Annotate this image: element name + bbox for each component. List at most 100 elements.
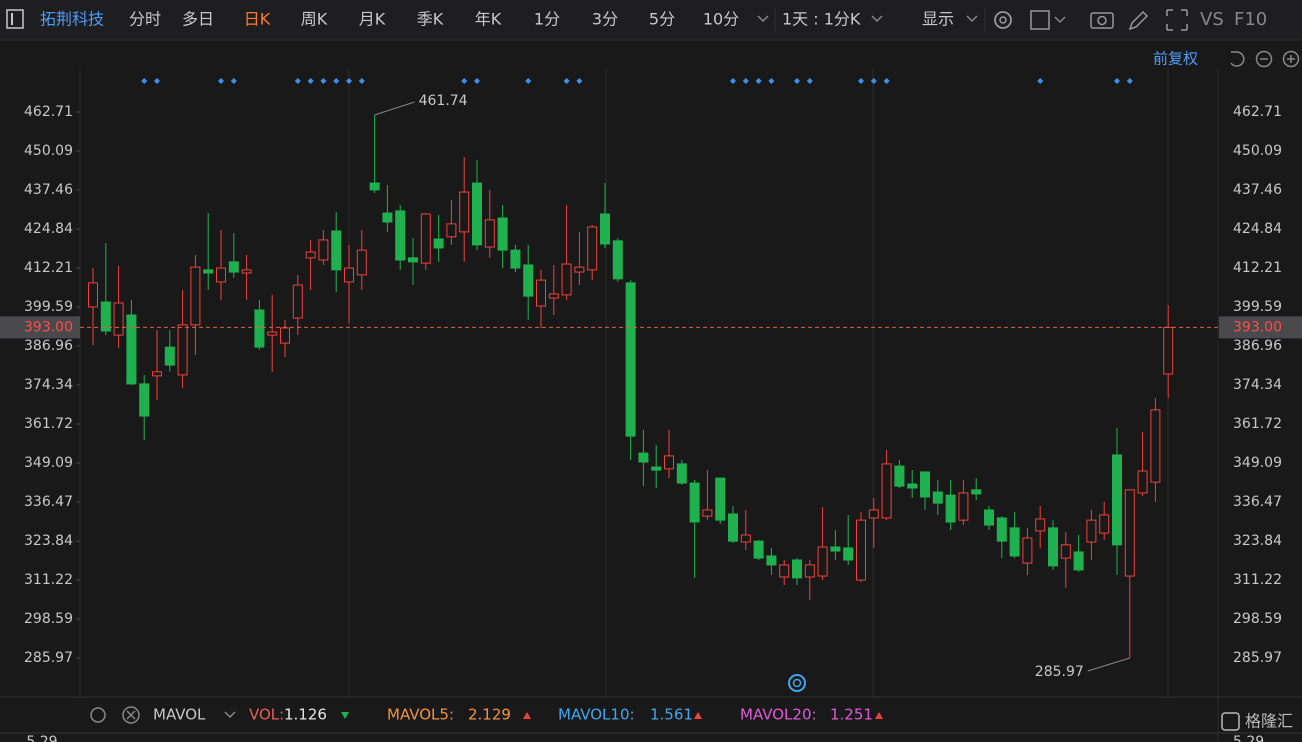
- camera-icon[interactable]: [1090, 12, 1114, 29]
- candle-body: [548, 293, 559, 299]
- chevron: [224, 711, 236, 719]
- layout-icon[interactable]: [1030, 10, 1050, 30]
- stock-name[interactable]: 拓荆科技: [40, 10, 104, 29]
- period-tab[interactable]: 1分: [534, 10, 560, 29]
- period-tab[interactable]: 日K: [244, 10, 271, 29]
- event-marker[interactable]: [794, 78, 800, 84]
- chevron: [1054, 16, 1066, 24]
- candle-body: [305, 251, 316, 259]
- y-tick-label: 462.71: [24, 104, 73, 120]
- period-select[interactable]: 1天 : 1分K: [782, 10, 861, 29]
- event-marker[interactable]: [858, 78, 864, 84]
- event-marker[interactable]: [870, 78, 877, 84]
- candle-body: [1086, 519, 1097, 543]
- candle-body: [1163, 326, 1174, 375]
- event-marker[interactable]: [320, 78, 327, 84]
- candle-body: [753, 540, 764, 559]
- vs-button[interactable]: VS: [1200, 9, 1224, 30]
- event-marker[interactable]: [806, 78, 813, 84]
- y2-tick-label: 298.59: [1233, 611, 1282, 627]
- locate-icon[interactable]: [788, 674, 806, 692]
- event-marker[interactable]: [755, 78, 762, 84]
- candle-body: [843, 547, 854, 561]
- candle-body: [1150, 409, 1161, 483]
- event-marker[interactable]: [576, 78, 583, 84]
- period-tab[interactable]: 分时: [129, 10, 161, 29]
- event-marker[interactable]: [1126, 78, 1133, 84]
- event-marker[interactable]: [307, 78, 314, 84]
- reset-icon[interactable]: [1230, 51, 1245, 67]
- candle-body: [868, 509, 879, 519]
- chevron: [966, 15, 978, 23]
- y2-tick-label: 361.72: [1233, 416, 1282, 432]
- high-annotation: 461.74: [419, 93, 468, 109]
- period-tab[interactable]: 多日: [182, 10, 214, 29]
- event-marker[interactable]: [730, 78, 736, 84]
- y-tick-label: 424.84: [24, 221, 73, 237]
- period-tab[interactable]: 月K: [359, 10, 386, 29]
- zoom-out-icon[interactable]: [1255, 50, 1273, 68]
- candle-body: [446, 223, 457, 238]
- locate-icon-core: [792, 678, 802, 688]
- draw-icon[interactable]: [1128, 10, 1149, 31]
- candle-body: [702, 509, 713, 517]
- candle-body: [292, 284, 303, 319]
- candle-body: [958, 492, 969, 521]
- y2-tick-label: 450.09: [1233, 143, 1282, 159]
- candle-body: [881, 463, 892, 519]
- event-marker[interactable]: [154, 78, 160, 84]
- candle-body: [715, 477, 726, 521]
- menu-icon[interactable]: [6, 9, 24, 29]
- event-marker[interactable]: [768, 78, 775, 84]
- event-marker[interactable]: [358, 78, 365, 84]
- y-tick-label: 349.09: [24, 455, 73, 471]
- period-tab[interactable]: 10分: [703, 10, 739, 29]
- period-tab[interactable]: 5分: [649, 10, 675, 29]
- candle-body: [228, 261, 239, 273]
- event-marker[interactable]: [563, 78, 570, 84]
- event-marker[interactable]: [883, 78, 890, 84]
- period-tab[interactable]: 年K: [475, 10, 502, 29]
- y-tick-label: 437.46: [24, 182, 73, 198]
- f10-button[interactable]: F10: [1234, 9, 1267, 30]
- candle-body: [1060, 544, 1071, 559]
- annotation-leader: [1087, 657, 1130, 672]
- zoom-in-icon[interactable]: [1282, 50, 1300, 68]
- candle-body: [638, 452, 649, 463]
- indicator-settings-icon[interactable]: [90, 707, 106, 723]
- candle-body: [625, 282, 636, 437]
- y-tick-label: 361.72: [24, 416, 73, 432]
- adjust-mode[interactable]: 前复权: [1153, 50, 1198, 68]
- candle-body: [459, 191, 470, 233]
- candle-body: [945, 494, 956, 523]
- event-marker[interactable]: [218, 78, 224, 84]
- event-marker[interactable]: [461, 78, 468, 84]
- settings-icon[interactable]: [994, 11, 1012, 29]
- indicator-close-icon[interactable]: [122, 706, 140, 724]
- event-marker[interactable]: [141, 78, 148, 84]
- period-tab[interactable]: 周K: [301, 10, 328, 29]
- candle-body: [331, 230, 342, 271]
- chevron[interactable]: [757, 15, 769, 23]
- display-menu[interactable]: 显示: [922, 10, 954, 29]
- candle-body: [600, 213, 610, 245]
- event-marker[interactable]: [294, 78, 301, 84]
- y-tick-label: 311.22: [24, 572, 73, 588]
- fullscreen-icon[interactable]: [1166, 9, 1188, 31]
- event-marker[interactable]: [1037, 78, 1044, 84]
- indicator-name[interactable]: MAVOL: [153, 706, 206, 724]
- candle-body: [88, 282, 98, 308]
- y2-tick-label: 285.97: [1233, 650, 1282, 666]
- event-marker[interactable]: [525, 78, 532, 84]
- event-marker[interactable]: [1114, 78, 1120, 84]
- candle-body: [1112, 454, 1122, 546]
- event-marker[interactable]: [230, 78, 237, 84]
- event-marker[interactable]: [333, 78, 340, 84]
- event-marker[interactable]: [742, 78, 749, 84]
- event-marker[interactable]: [346, 78, 352, 84]
- period-tab[interactable]: 季K: [417, 10, 444, 29]
- y2-tick-label: 374.34: [1233, 377, 1282, 393]
- period-tab[interactable]: 3分: [592, 10, 618, 29]
- event-marker[interactable]: [474, 78, 480, 84]
